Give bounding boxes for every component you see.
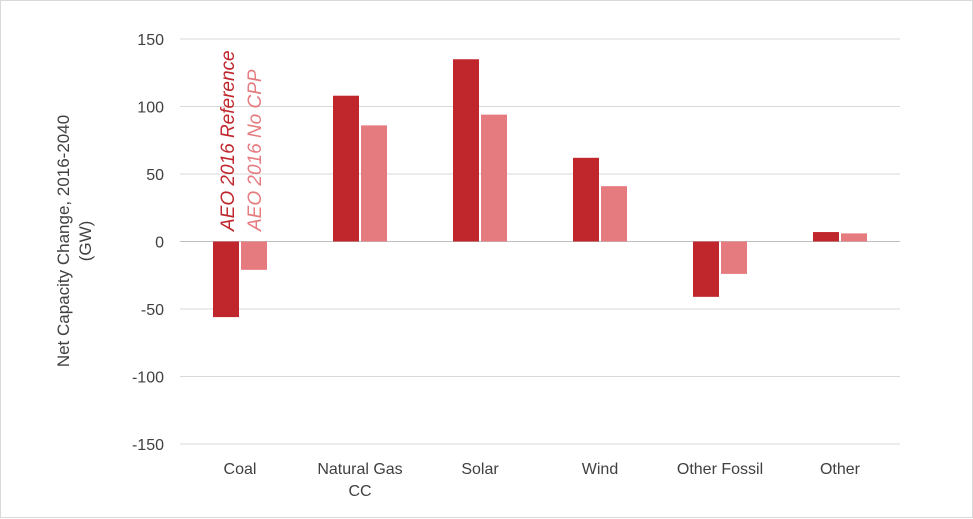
y-tick-label: -100 [132, 370, 164, 387]
y-tick-label: 100 [137, 100, 164, 117]
y-axis-title-line: (GW) [76, 221, 95, 262]
x-tick-labels: Coal Natural Gas CC Solar Wind Other Fossil Ot… [224, 461, 861, 500]
bar-no-cpp [721, 241, 747, 274]
x-tick-label: Coal [224, 461, 257, 478]
series-label: AEO 2016 Reference [218, 50, 239, 232]
y-axis-title-line: Net Capacity Change, 2016-2040 [54, 115, 73, 367]
x-tick-label: Natural Gas [317, 461, 402, 478]
bar-reference [573, 157, 599, 242]
y-tick-labels: 150 100 50 0 -50 -100 -150 [132, 32, 164, 454]
bar-no-cpp [361, 125, 387, 242]
bar-reference [453, 59, 479, 242]
series-label: AEO 2016 No CPP [245, 69, 266, 232]
x-tick-label: Wind [582, 461, 618, 478]
y-tick-label: -50 [141, 302, 164, 319]
y-tick-label: 0 [155, 235, 164, 252]
bar-reference [813, 232, 839, 242]
y-tick-label: 50 [146, 167, 164, 184]
bar-no-cpp [841, 233, 867, 242]
x-tick-label: CC [348, 483, 371, 500]
bar-reference [693, 241, 719, 297]
y-axis-title: Net Capacity Change, 2016-2040 (GW) [54, 115, 95, 367]
series-labels: AEO 2016 Reference AEO 2016 No CPP [218, 50, 266, 232]
x-tick-label: Other Fossil [677, 461, 763, 478]
y-tick-label: -150 [132, 437, 164, 454]
bar-no-cpp [481, 114, 507, 242]
bar-reference [213, 241, 239, 318]
bar-no-cpp [241, 241, 267, 270]
gridlines [180, 38, 900, 445]
x-tick-label: Other [820, 461, 861, 478]
bar-reference [333, 95, 359, 242]
bars [213, 59, 867, 318]
y-tick-label: 150 [137, 32, 164, 49]
bar-no-cpp [601, 186, 627, 242]
x-tick-label: Solar [461, 461, 499, 478]
